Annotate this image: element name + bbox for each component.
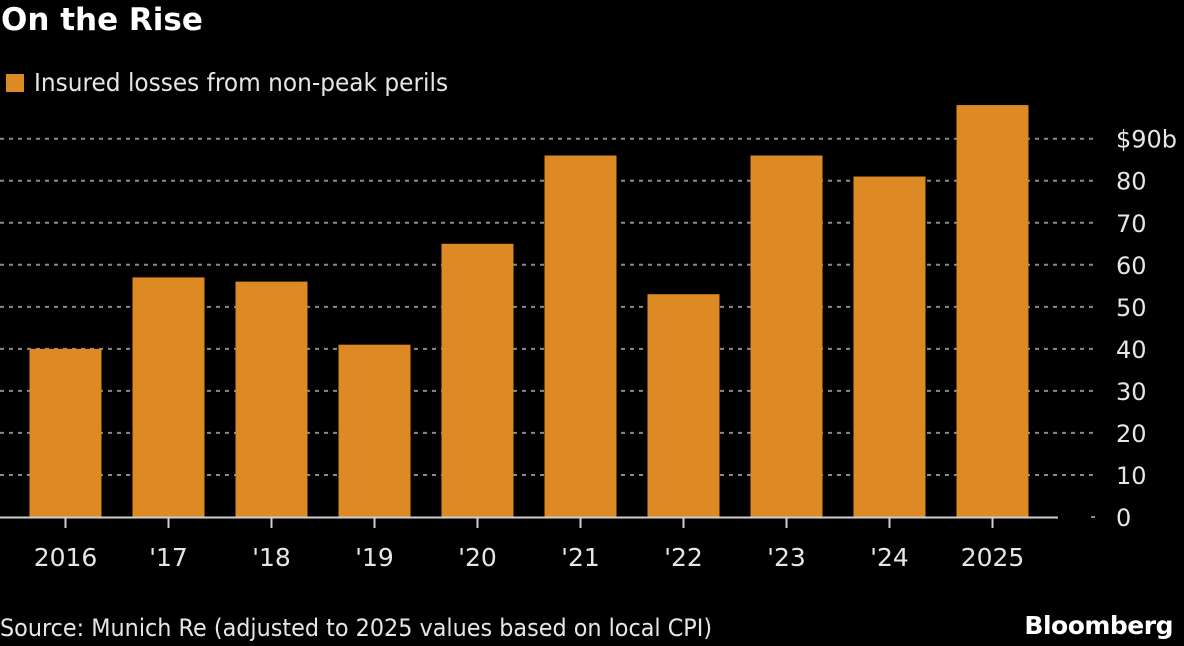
bar (956, 105, 1029, 517)
y-tick-label: 70 (1116, 210, 1147, 238)
x-tick-label: '17 (149, 543, 188, 572)
bar (647, 294, 720, 517)
y-axis: 0 10 20 30 40 50 60 70 80 $90b (1116, 126, 1177, 532)
y-tick-label: $90b (1116, 126, 1177, 154)
x-tick-label: '18 (252, 543, 291, 572)
y-tick-label: 20 (1116, 420, 1147, 448)
x-tick-label: '21 (561, 543, 600, 572)
x-axis (0, 516, 1058, 528)
x-tick-label: '24 (870, 543, 909, 572)
y-tick-label: 50 (1116, 294, 1147, 322)
legend: Insured losses from non-peak perils (6, 68, 479, 97)
x-tick-label: 2016 (34, 543, 98, 572)
y-tick-label: 80 (1116, 168, 1147, 196)
bar (544, 155, 617, 517)
x-tick-label: '22 (664, 543, 703, 572)
y-tick-label: 60 (1116, 252, 1147, 280)
x-tick-labels: 2016 '17 '18 '19 '20 '21 '22 '23 '24 2025 (34, 543, 1025, 572)
bar (750, 155, 823, 517)
x-tick-label: '19 (355, 543, 394, 572)
bars (29, 105, 1029, 518)
source-note: Source: Munich Re (adjusted to 2025 valu… (0, 614, 713, 642)
bar (29, 348, 102, 517)
y-tick-label: 0 (1116, 504, 1131, 532)
bar (441, 243, 514, 518)
bar (338, 344, 411, 517)
bar (235, 281, 308, 517)
legend-label: Insured losses from non-peak perils (34, 68, 449, 97)
y-tick-label: 40 (1116, 336, 1147, 364)
x-tick-label: '23 (767, 543, 806, 572)
chart-title: On the Rise (1, 2, 203, 38)
bloomberg-logo: Bloomberg (1024, 611, 1173, 640)
bar (132, 277, 205, 517)
x-tick-label: 2025 (961, 543, 1025, 572)
bar (853, 176, 926, 517)
x-tick-label: '20 (458, 543, 497, 572)
y-tick-label: 10 (1116, 462, 1147, 490)
legend-swatch (6, 73, 24, 92)
y-tick-label: 30 (1116, 378, 1147, 406)
